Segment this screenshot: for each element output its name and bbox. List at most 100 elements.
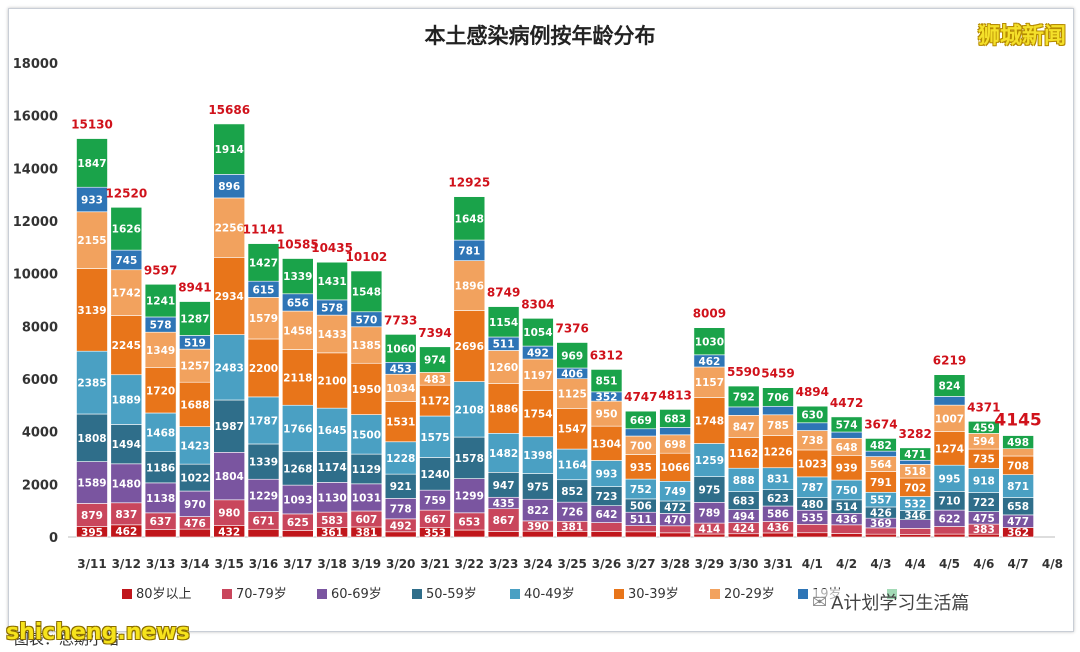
bar-segment (693, 366, 726, 398)
total-label: 7376 (555, 322, 588, 336)
segment-label: 851 (596, 376, 618, 388)
bar-segment (281, 349, 314, 406)
bar-segment (144, 529, 177, 538)
bar-segment (933, 526, 966, 535)
bar-segment (179, 463, 211, 492)
segment-label: 847 (733, 421, 755, 433)
bar-segment (762, 387, 794, 407)
wechat-label: A计划学习生活篇 (831, 593, 970, 614)
bar-segment (350, 362, 383, 415)
bar-segment (350, 453, 383, 485)
bar-segment (213, 399, 245, 453)
segment-label: 1480 (112, 478, 141, 490)
segment-label: 1031 (352, 492, 381, 504)
segment-label: 494 (733, 511, 755, 523)
segment-label: 2118 (283, 372, 312, 384)
legend-label: 40-49岁 (524, 587, 575, 602)
segment-label: 492 (390, 520, 412, 532)
legend-swatch (510, 589, 520, 599)
segment-label: 1349 (146, 345, 175, 357)
bar-segment (830, 455, 863, 481)
segment-label: 1433 (317, 329, 346, 341)
segment-label: 837 (115, 509, 137, 521)
segment-label: 506 (630, 501, 652, 513)
segment-label: 607 (355, 514, 377, 526)
segment-label: 594 (973, 436, 995, 448)
segment-label: 477 (1007, 516, 1029, 528)
x-tick-label: 4/2 (836, 557, 857, 571)
x-tick-label: 3/13 (146, 557, 175, 571)
segment-label: 648 (836, 442, 858, 454)
total-label: 7394 (418, 326, 451, 340)
segment-label: 462 (698, 356, 720, 368)
y-tick-label: 14000 (13, 162, 58, 177)
bar-segment (933, 464, 966, 492)
segment-label: 436 (767, 522, 789, 534)
bar-segment (933, 396, 966, 406)
total-label: 4371 (967, 400, 1000, 414)
segment-label: 352 (596, 391, 618, 403)
segment-label: 1241 (146, 296, 175, 308)
segment-label: 492 (527, 348, 549, 360)
legend-label: 80岁以上 (136, 587, 192, 602)
segment-label: 1287 (180, 313, 209, 325)
x-tick-label: 3/23 (489, 557, 518, 571)
bar-segment (110, 424, 143, 465)
segment-label: 1804 (215, 471, 244, 483)
total-label: 4813 (658, 388, 691, 402)
segment-label: 671 (253, 515, 275, 527)
bar-segment (624, 410, 657, 430)
segment-label: 1299 (455, 491, 484, 503)
total-label: 6312 (590, 348, 623, 362)
segment-label: 578 (150, 320, 172, 332)
bar-segment (76, 461, 108, 504)
segment-label: 950 (596, 409, 618, 421)
segment-label: 498 (1007, 437, 1029, 449)
segment-label: 1482 (489, 448, 518, 460)
segment-label: 615 (253, 284, 275, 296)
segment-label: 1226 (763, 447, 792, 459)
bar-segment (659, 409, 691, 428)
segment-label: 708 (1007, 460, 1029, 472)
x-tick-label: 4/3 (870, 557, 891, 571)
y-tick-label: 8000 (22, 320, 58, 335)
legend-swatch (412, 589, 422, 599)
bar-segment (144, 482, 177, 514)
segment-label: 2385 (77, 378, 106, 390)
segment-label: 1385 (352, 340, 381, 352)
segment-label: 361 (321, 527, 343, 539)
segment-label: 1154 (489, 317, 518, 329)
bar-segment (659, 452, 691, 482)
segment-label: 390 (527, 521, 549, 533)
bar-segment (384, 473, 417, 499)
bar-segment (76, 138, 108, 188)
segment-label: 637 (150, 516, 172, 528)
legend-label: 50-59岁 (426, 587, 477, 602)
bar-segment (419, 384, 451, 417)
wechat-watermark: ✉ A计划学习生活篇 (812, 589, 970, 615)
segment-label: 535 (801, 512, 823, 524)
segment-label: 995 (939, 473, 961, 485)
bar-segment (384, 531, 417, 538)
bar-segment (899, 528, 932, 535)
segment-label: 1688 (180, 399, 209, 411)
segment-label: 1886 (489, 403, 518, 415)
total-label: 8304 (521, 297, 554, 311)
segment-label: 578 (321, 303, 343, 315)
x-tick-label: 3/25 (557, 557, 586, 571)
total-label: 8009 (693, 307, 726, 321)
bar-segment (350, 270, 383, 313)
x-tick-label: 4/5 (939, 557, 960, 571)
bar-segment (247, 478, 280, 512)
segment-label: 1259 (695, 455, 724, 467)
segment-label: 1229 (249, 490, 278, 502)
bar-segment (281, 530, 314, 538)
bar-segment (350, 326, 383, 364)
segment-label: 669 (630, 415, 652, 427)
bar-segment (384, 373, 417, 402)
segment-label: 1847 (77, 158, 106, 170)
segment-label: 383 (973, 524, 995, 536)
total-label: 6219 (933, 354, 966, 368)
segment-label: 432 (218, 526, 240, 538)
segment-label: 867 (493, 515, 515, 527)
